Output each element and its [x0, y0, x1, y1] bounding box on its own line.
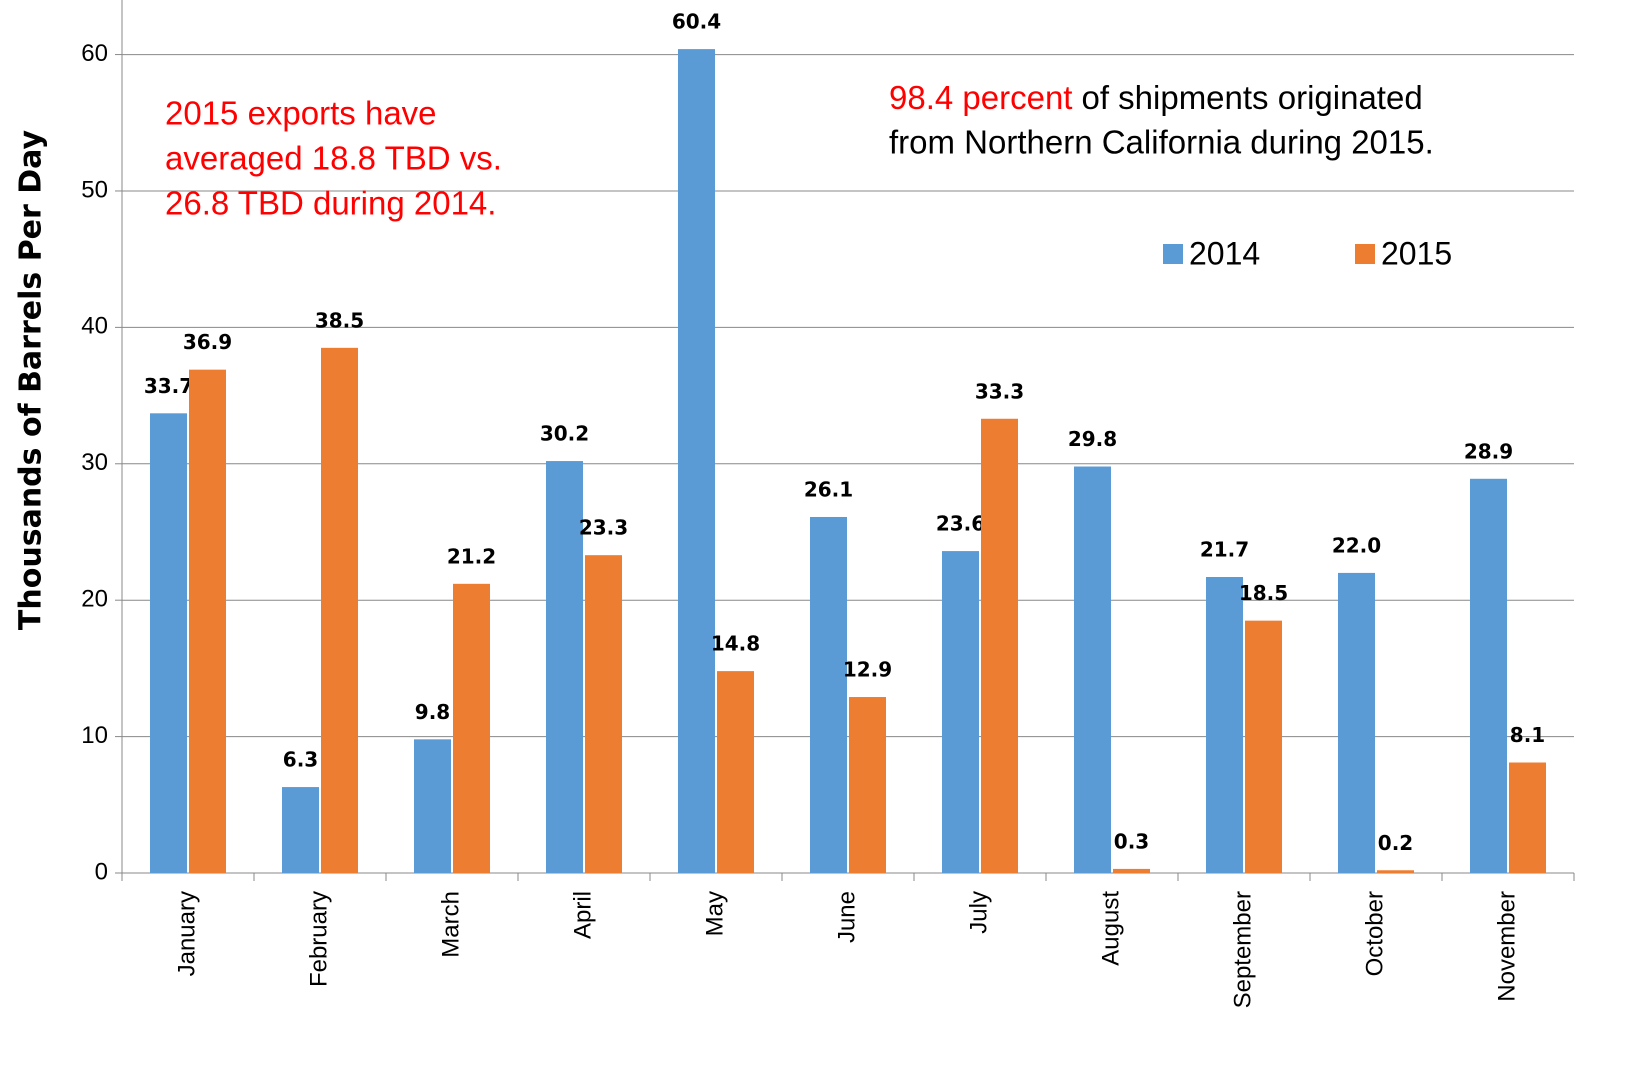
- bar: [189, 369, 226, 873]
- value-label: 22.0: [1332, 533, 1381, 557]
- bar: [678, 49, 715, 873]
- bar: [1470, 478, 1507, 873]
- bar: [546, 461, 583, 873]
- bar: [717, 671, 754, 873]
- value-label: 36.9: [183, 330, 232, 354]
- bar: [810, 516, 847, 873]
- value-label: 9.8: [415, 700, 450, 724]
- annotation: 26.8 TBD during 2014.: [165, 185, 496, 222]
- legend-swatch: [1163, 244, 1183, 264]
- x-tick-label: March: [437, 891, 464, 958]
- y-axis-label: Thousands of Barrels Per Day: [14, 130, 49, 631]
- bar: [1245, 620, 1282, 873]
- bar: [1509, 762, 1546, 873]
- value-label: 33.7: [144, 374, 193, 398]
- y-tick-label: 10: [81, 722, 108, 749]
- y-tick-label: 0: [95, 858, 108, 885]
- value-label: 26.1: [804, 477, 853, 501]
- value-label: 23.3: [579, 516, 628, 540]
- legend-label: 2014: [1189, 235, 1260, 271]
- bar: [981, 418, 1018, 873]
- bar: [414, 739, 451, 873]
- x-tick-label: January: [173, 891, 200, 976]
- bar: [1338, 572, 1375, 873]
- x-tick-label: April: [569, 891, 596, 939]
- annotation: 98.4 percent of shipments originated: [889, 79, 1423, 116]
- y-tick-label: 50: [81, 176, 108, 203]
- bar: [453, 583, 490, 873]
- y-tick-label: 20: [81, 586, 108, 613]
- bar: [585, 555, 622, 873]
- legend-swatch: [1355, 244, 1375, 264]
- x-tick-label: November: [1493, 891, 1520, 1002]
- bar: [1206, 576, 1243, 873]
- value-label: 38.5: [315, 308, 364, 332]
- bar: [849, 697, 886, 873]
- x-tick-label: February: [305, 891, 332, 987]
- annotation-text: of shipments originated: [1081, 79, 1422, 116]
- value-label: 33.3: [975, 379, 1024, 403]
- x-tick-label: August: [1097, 891, 1124, 966]
- bar: [282, 787, 319, 873]
- value-label: 21.2: [447, 544, 496, 568]
- x-tick-label: May: [701, 891, 728, 936]
- x-tick-label: July: [965, 891, 992, 934]
- value-label: 18.5: [1239, 581, 1288, 605]
- bar: [321, 347, 358, 873]
- value-label: 12.9: [843, 658, 892, 682]
- bar: [1074, 466, 1111, 873]
- annotation-highlight: 98.4 percent: [889, 79, 1072, 116]
- value-label: 29.8: [1068, 427, 1117, 451]
- annotation: 2015 exports have: [165, 95, 437, 132]
- value-label: 60.4: [672, 10, 721, 34]
- value-label: 8.1: [1510, 723, 1545, 747]
- x-tick-label: September: [1229, 891, 1256, 1008]
- annotation: averaged 18.8 TBD vs.: [165, 140, 502, 177]
- value-label: 6.3: [283, 748, 318, 772]
- x-tick-label: June: [833, 891, 860, 943]
- value-label: 23.6: [936, 512, 985, 536]
- bar: [150, 413, 187, 873]
- value-label: 14.8: [711, 632, 760, 656]
- bar: [1113, 868, 1150, 873]
- y-tick-label: 60: [81, 40, 108, 67]
- value-label: 28.9: [1464, 439, 1513, 463]
- value-label: 21.7: [1200, 537, 1249, 561]
- value-label: 0.3: [1114, 829, 1149, 853]
- value-label: 0.2: [1378, 831, 1413, 855]
- legend-label: 2015: [1381, 235, 1452, 271]
- y-tick-label: 30: [81, 449, 108, 476]
- bar: [1377, 870, 1414, 873]
- x-tick-label: October: [1361, 891, 1388, 976]
- annotation: from Northern California during 2015.: [889, 124, 1434, 161]
- value-label: 30.2: [540, 422, 589, 446]
- bar: [942, 551, 979, 873]
- y-tick-label: 40: [81, 313, 108, 340]
